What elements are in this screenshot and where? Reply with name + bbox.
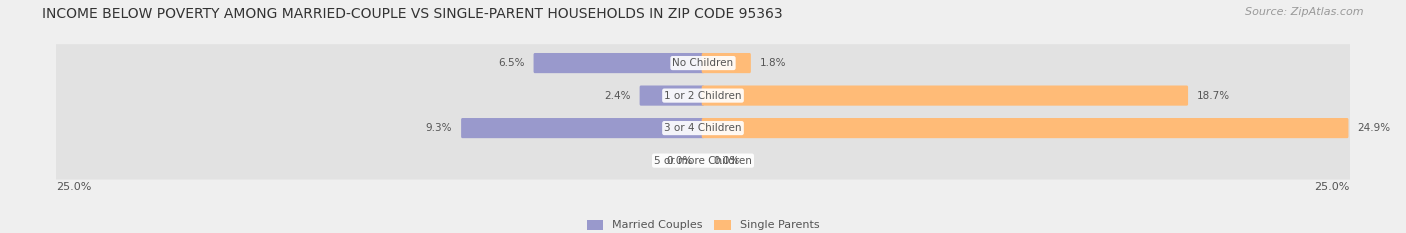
Text: 5 or more Children: 5 or more Children xyxy=(654,156,752,166)
Text: 25.0%: 25.0% xyxy=(56,182,91,192)
Text: 24.9%: 24.9% xyxy=(1358,123,1391,133)
FancyBboxPatch shape xyxy=(46,142,1360,179)
FancyBboxPatch shape xyxy=(702,53,751,73)
Text: 0.0%: 0.0% xyxy=(713,156,740,166)
Legend: Married Couples, Single Parents: Married Couples, Single Parents xyxy=(582,215,824,233)
Text: 1.8%: 1.8% xyxy=(759,58,786,68)
FancyBboxPatch shape xyxy=(640,86,704,106)
Text: INCOME BELOW POVERTY AMONG MARRIED-COUPLE VS SINGLE-PARENT HOUSEHOLDS IN ZIP COD: INCOME BELOW POVERTY AMONG MARRIED-COUPL… xyxy=(42,7,783,21)
FancyBboxPatch shape xyxy=(46,44,1360,82)
Text: 18.7%: 18.7% xyxy=(1197,91,1230,101)
FancyBboxPatch shape xyxy=(702,118,1348,138)
FancyBboxPatch shape xyxy=(702,86,1188,106)
FancyBboxPatch shape xyxy=(46,77,1360,114)
Text: 3 or 4 Children: 3 or 4 Children xyxy=(664,123,742,133)
FancyBboxPatch shape xyxy=(533,53,704,73)
Text: 2.4%: 2.4% xyxy=(605,91,630,101)
Text: 9.3%: 9.3% xyxy=(426,123,453,133)
Text: 0.0%: 0.0% xyxy=(666,156,693,166)
Text: 1 or 2 Children: 1 or 2 Children xyxy=(664,91,742,101)
Text: Source: ZipAtlas.com: Source: ZipAtlas.com xyxy=(1246,7,1364,17)
FancyBboxPatch shape xyxy=(46,109,1360,147)
Text: 6.5%: 6.5% xyxy=(498,58,524,68)
Text: 25.0%: 25.0% xyxy=(1315,182,1350,192)
FancyBboxPatch shape xyxy=(461,118,704,138)
Text: No Children: No Children xyxy=(672,58,734,68)
